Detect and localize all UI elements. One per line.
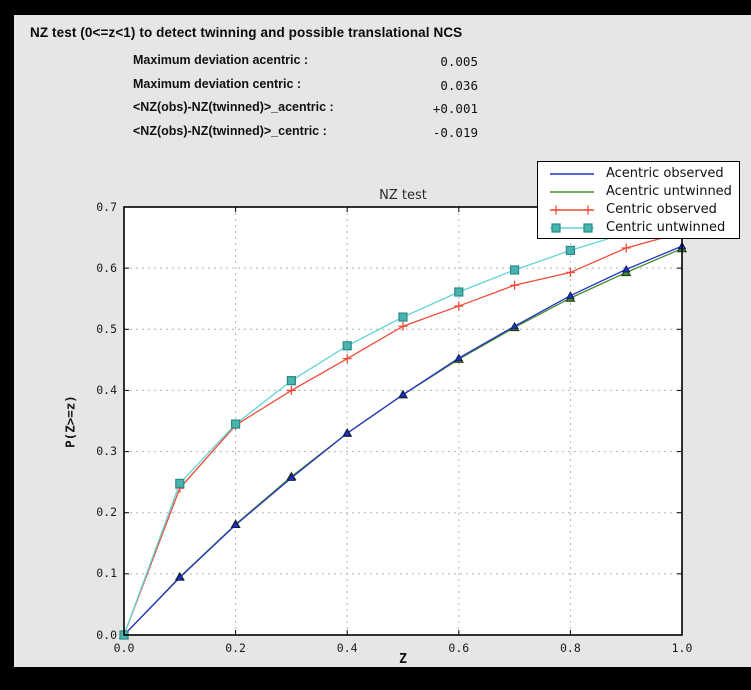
stat-label: <NZ(obs)-NZ(twinned)>_acentric : — [133, 100, 334, 114]
y-tick-label: 0.3 — [96, 444, 117, 459]
stat-value: -0.019 — [432, 124, 478, 140]
y-tick-label: 0.0 — [96, 627, 117, 642]
square-marker — [551, 223, 561, 233]
legend-label: Centric untwinned — [606, 220, 726, 235]
series-line — [123, 245, 683, 636]
triangle-marker — [510, 321, 519, 330]
stat-row-nz-diff-centric: <NZ(obs)-NZ(twinned)>_centric : -0.019 — [133, 122, 478, 146]
y-tick-label: 0.4 — [96, 382, 117, 397]
triangle-marker — [454, 353, 464, 362]
legend-sample-line — [550, 205, 594, 215]
chart-title: NZ test — [379, 188, 427, 203]
square-marker — [230, 419, 241, 429]
y-tick-label: 0.2 — [96, 505, 117, 520]
plus-marker — [565, 267, 575, 277]
legend-label: Centric observed — [606, 202, 717, 217]
triangle-marker — [398, 390, 408, 398]
legend-entry: Centric untwinned — [538, 219, 739, 237]
triangle-marker — [566, 291, 575, 299]
legend-sample-line — [550, 223, 594, 233]
plus-marker — [621, 243, 631, 253]
triangle-marker — [231, 520, 240, 528]
x-tick-label: 0.8 — [560, 641, 581, 655]
triangle-marker — [621, 264, 631, 273]
legend-entry: Centric observed — [538, 201, 739, 219]
legend-sample-line — [550, 173, 594, 175]
square-marker — [510, 265, 520, 275]
stat-label: Maximum deviation acentric : — [133, 53, 309, 67]
triangle-marker — [342, 428, 352, 437]
legend-label: Acentric untwinned — [606, 184, 732, 199]
plus-marker — [583, 205, 593, 215]
report-title: NZ test (0<=z<1) to detect twinning and … — [30, 25, 463, 40]
stat-value: 0.005 — [440, 54, 478, 69]
square-marker — [565, 245, 575, 256]
stat-value: +0.001 — [432, 101, 478, 116]
x-tick-label: 1.0 — [671, 641, 693, 655]
legend-rows: Acentric observed Acentric untwinned Centr… — [538, 165, 739, 237]
y-tick-label: 0.6 — [96, 260, 117, 275]
chart-legend: Acentric observed Acentric untwinned Centr… — [537, 161, 740, 239]
stat-value: 0.036 — [440, 77, 478, 93]
plus-marker — [510, 280, 520, 290]
square-marker — [398, 312, 408, 322]
axes-frame — [123, 206, 683, 636]
stat-row-max-dev-acentric: Maximum deviation acentric : 0.005 — [133, 51, 478, 75]
report-panel: NZ test (0<=z<1) to detect twinning and … — [14, 15, 751, 667]
plus-marker — [286, 385, 296, 395]
stats-block: Maximum deviation acentric : 0.005 Maxim… — [133, 51, 478, 146]
square-marker — [286, 376, 296, 386]
square-marker — [175, 478, 185, 488]
triangle-marker — [175, 573, 185, 581]
nz-test-plot — [118, 206, 688, 640]
stat-label: <NZ(obs)-NZ(twinned)>_centric : — [133, 123, 327, 138]
stat-row-nz-diff-acentric: <NZ(obs)-NZ(twinned)>_acentric : +0.001 — [133, 98, 478, 122]
plus-marker — [398, 321, 408, 331]
y-tick-label: 0.1 — [96, 566, 117, 581]
legend-label: Acentric observed — [606, 166, 724, 181]
y-tick-label: 0.7 — [96, 199, 117, 214]
x-axis-label: Z — [399, 652, 407, 667]
square-marker — [342, 341, 352, 351]
square-marker — [583, 223, 593, 233]
square-marker — [454, 287, 464, 297]
x-tick-label: 0.0 — [113, 641, 135, 655]
legend-entry: Acentric untwinned — [538, 183, 739, 201]
plus-marker — [454, 301, 464, 311]
stat-row-max-dev-centric: Maximum deviation centric : 0.036 — [133, 75, 478, 99]
triangle-marker — [287, 473, 296, 481]
plus-marker — [551, 205, 561, 215]
stat-label: Maximum deviation centric : — [133, 76, 302, 91]
legend-entry: Acentric observed — [538, 165, 739, 183]
y-axis-label: P(Z>=z) — [62, 395, 78, 448]
x-tick-label: 0.2 — [225, 641, 246, 655]
plus-marker — [342, 354, 352, 364]
series-line — [123, 216, 683, 636]
y-tick-label: 0.5 — [96, 321, 117, 336]
legend-sample-line — [550, 191, 594, 193]
x-tick-label: 0.6 — [448, 641, 470, 655]
series-line — [123, 247, 683, 636]
x-tick-label: 0.4 — [336, 641, 358, 655]
series-line — [123, 232, 683, 636]
